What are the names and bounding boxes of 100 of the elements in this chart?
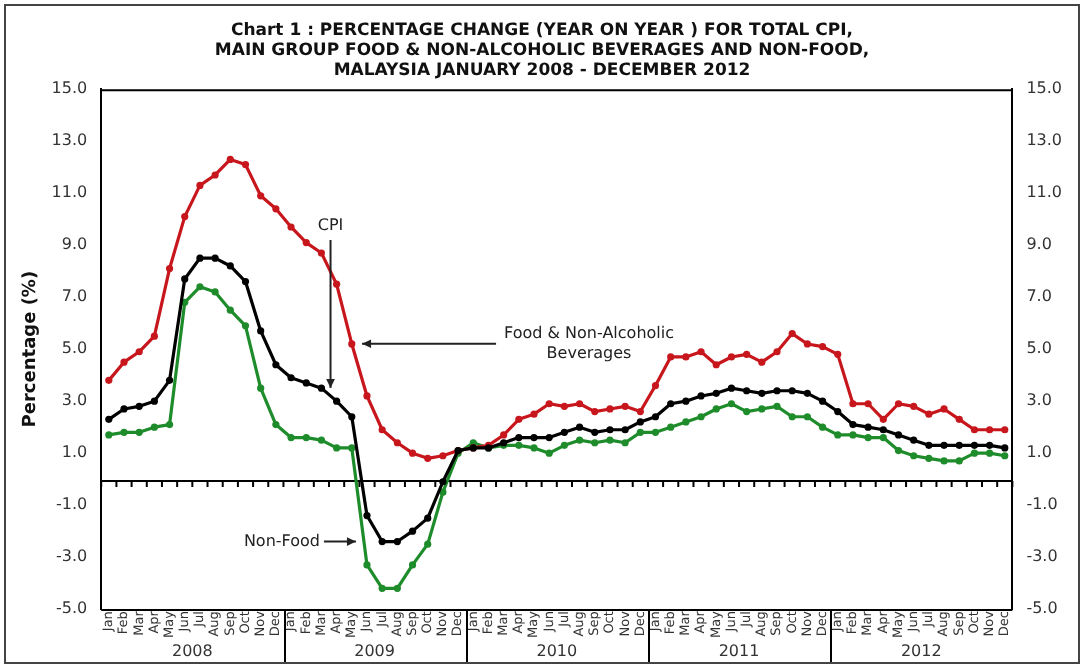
point bbox=[758, 405, 766, 413]
point bbox=[439, 452, 447, 460]
point bbox=[241, 277, 250, 286]
point bbox=[955, 457, 963, 465]
point bbox=[530, 433, 538, 442]
y-tick-label: -3.0 bbox=[56, 547, 88, 566]
point bbox=[606, 405, 614, 413]
point bbox=[257, 327, 265, 335]
point bbox=[545, 400, 553, 408]
y2-tick-label: -1.0 bbox=[1026, 495, 1058, 514]
y-tick-label: 15.0 bbox=[51, 79, 88, 98]
y-tick-label: 3.0 bbox=[61, 391, 88, 410]
point bbox=[165, 420, 174, 429]
y2-tick-label: -5.0 bbox=[1026, 599, 1058, 618]
point bbox=[211, 254, 219, 262]
point bbox=[667, 353, 675, 361]
point bbox=[1001, 444, 1009, 452]
point bbox=[743, 407, 751, 416]
point bbox=[105, 431, 113, 439]
point bbox=[864, 400, 872, 408]
point bbox=[135, 402, 143, 410]
point bbox=[591, 428, 599, 436]
point bbox=[105, 415, 113, 423]
text: 2012 bbox=[900, 642, 942, 661]
point bbox=[257, 192, 265, 200]
y2-tick-label: 11.0 bbox=[1026, 183, 1062, 202]
point bbox=[621, 402, 629, 410]
point bbox=[181, 212, 189, 221]
point bbox=[910, 402, 918, 410]
point bbox=[515, 415, 523, 423]
point bbox=[560, 441, 568, 449]
point bbox=[575, 400, 584, 408]
point bbox=[515, 441, 523, 449]
point bbox=[758, 389, 766, 397]
text: 2011 bbox=[718, 642, 760, 661]
point bbox=[758, 358, 766, 366]
point bbox=[226, 306, 234, 314]
point bbox=[636, 418, 644, 426]
point bbox=[986, 449, 994, 457]
point bbox=[424, 514, 432, 522]
point bbox=[879, 433, 887, 442]
point bbox=[226, 155, 234, 163]
point bbox=[393, 584, 401, 592]
y-tick-label: -1.0 bbox=[56, 495, 88, 514]
y-tick-label: -5.0 bbox=[56, 599, 88, 618]
point bbox=[302, 433, 310, 442]
point bbox=[682, 397, 690, 405]
point bbox=[849, 400, 857, 408]
point bbox=[849, 431, 857, 439]
text: Non-Food bbox=[243, 531, 320, 550]
point bbox=[591, 407, 599, 416]
point bbox=[272, 205, 280, 213]
point bbox=[363, 392, 371, 400]
point bbox=[165, 264, 174, 273]
point bbox=[378, 537, 386, 546]
point bbox=[636, 407, 644, 416]
point bbox=[849, 420, 857, 429]
point bbox=[940, 405, 948, 413]
y2-tick-label: 5.0 bbox=[1026, 339, 1052, 358]
point bbox=[211, 288, 219, 296]
point bbox=[986, 441, 994, 449]
point bbox=[970, 449, 979, 457]
point bbox=[1001, 452, 1009, 460]
point bbox=[363, 511, 371, 520]
point bbox=[333, 397, 341, 405]
point bbox=[196, 254, 204, 262]
point bbox=[120, 405, 128, 413]
text: 2010 bbox=[536, 642, 578, 661]
y-tick-label: 9.0 bbox=[61, 235, 88, 254]
point bbox=[408, 527, 417, 535]
point bbox=[894, 431, 903, 439]
point bbox=[682, 418, 690, 426]
point bbox=[150, 397, 158, 405]
point bbox=[287, 433, 295, 442]
point bbox=[500, 431, 508, 439]
point bbox=[348, 444, 356, 452]
point bbox=[940, 457, 948, 465]
point bbox=[302, 238, 310, 247]
point bbox=[743, 350, 751, 358]
point bbox=[1001, 426, 1009, 434]
point bbox=[424, 540, 432, 548]
point bbox=[925, 410, 933, 418]
y-tick-label: 13.0 bbox=[51, 131, 88, 150]
point bbox=[135, 348, 143, 356]
point bbox=[196, 181, 204, 189]
y2-tick-label: 13.0 bbox=[1026, 131, 1062, 150]
point bbox=[120, 428, 128, 436]
point bbox=[560, 428, 568, 436]
point bbox=[712, 405, 720, 413]
point bbox=[439, 478, 447, 486]
point bbox=[773, 348, 781, 356]
point bbox=[834, 350, 842, 358]
point bbox=[864, 433, 872, 442]
point bbox=[348, 340, 356, 348]
point bbox=[712, 361, 720, 369]
point bbox=[196, 283, 204, 291]
point bbox=[378, 584, 386, 592]
point bbox=[834, 431, 842, 439]
point bbox=[682, 353, 690, 361]
y2-tick-label: 1.0 bbox=[1026, 443, 1052, 462]
